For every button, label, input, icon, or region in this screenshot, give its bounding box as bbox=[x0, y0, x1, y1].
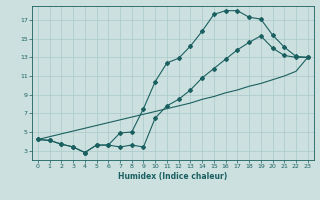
X-axis label: Humidex (Indice chaleur): Humidex (Indice chaleur) bbox=[118, 172, 228, 181]
